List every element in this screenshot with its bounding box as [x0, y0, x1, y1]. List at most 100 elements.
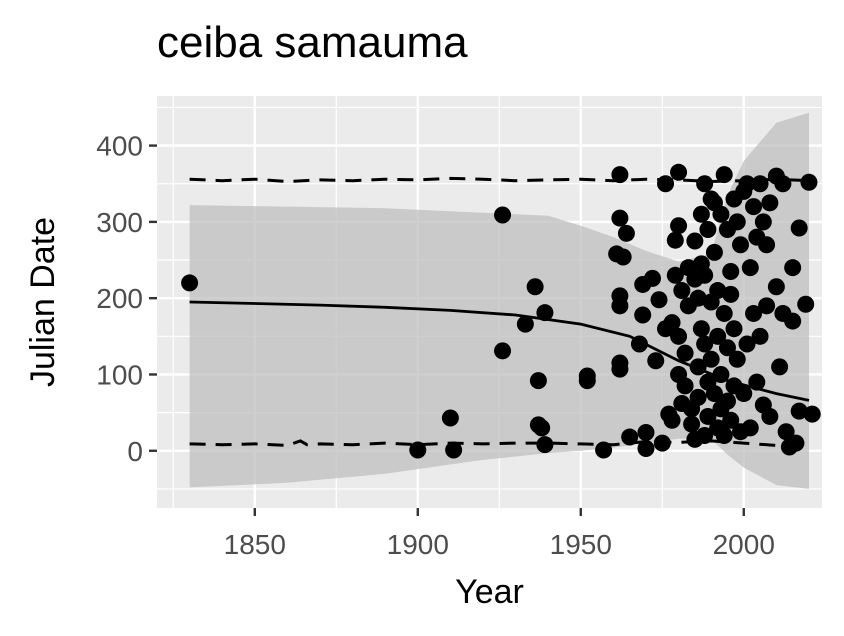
data-point — [696, 266, 714, 284]
data-point — [663, 411, 681, 429]
data-point — [741, 419, 759, 437]
y-axis: 0 100 200 300 400 — [96, 131, 157, 467]
data-point — [611, 166, 629, 184]
data-point — [715, 304, 733, 322]
y-tick-label: 400 — [96, 131, 143, 162]
data-point — [738, 335, 756, 353]
data-point — [728, 350, 746, 368]
data-point — [709, 327, 727, 345]
data-point — [441, 409, 459, 427]
data-point — [578, 372, 596, 390]
data-point — [516, 315, 534, 333]
data-point — [676, 377, 694, 395]
data-point — [676, 344, 694, 362]
data-point — [696, 335, 714, 353]
data-point — [800, 173, 818, 191]
data-point — [774, 175, 792, 193]
data-points — [181, 163, 821, 459]
data-point — [696, 427, 714, 445]
data-point — [670, 327, 688, 345]
x-tick-label: 1900 — [387, 529, 449, 560]
data-point — [797, 295, 815, 313]
data-point — [712, 365, 730, 383]
x-axis-title: Year — [455, 573, 524, 611]
data-point — [643, 269, 661, 287]
data-point — [784, 312, 802, 330]
data-point — [689, 289, 707, 307]
x-axis: 1850 1900 1950 2000 — [224, 508, 775, 560]
data-point — [409, 441, 427, 459]
data-point — [536, 304, 554, 322]
data-point — [767, 278, 785, 296]
data-point — [699, 407, 717, 425]
data-point — [790, 219, 808, 237]
data-point — [181, 274, 199, 292]
confidence-ribbon — [189, 112, 810, 489]
data-point — [526, 278, 544, 296]
data-point — [745, 198, 763, 216]
data-point — [611, 360, 629, 378]
data-point — [533, 419, 551, 437]
data-point — [787, 434, 805, 452]
data-point — [738, 175, 756, 193]
data-point — [784, 259, 802, 277]
data-point — [494, 206, 512, 224]
data-point — [728, 213, 746, 231]
data-point — [445, 441, 463, 459]
data-point — [536, 436, 554, 454]
x-tick-label: 1850 — [224, 529, 286, 560]
y-tick-label: 100 — [96, 359, 143, 390]
data-point — [751, 327, 769, 345]
data-point — [761, 194, 779, 212]
data-point — [712, 205, 730, 223]
data-point — [722, 285, 740, 303]
data-point — [637, 423, 655, 441]
data-point — [683, 415, 701, 433]
data-point — [758, 236, 776, 254]
data-point — [758, 297, 776, 315]
data-point — [699, 221, 717, 239]
data-point — [621, 428, 639, 446]
data-point — [611, 297, 629, 315]
data-point — [692, 320, 710, 338]
x-tick-label: 2000 — [713, 529, 775, 560]
data-point — [732, 236, 750, 254]
data-point — [630, 335, 648, 353]
data-point — [748, 373, 766, 391]
y-tick-label: 0 — [127, 436, 143, 467]
data-point — [634, 306, 652, 324]
data-point — [650, 291, 668, 309]
data-point — [754, 213, 772, 231]
data-point — [741, 259, 759, 277]
y-tick-label: 200 — [96, 283, 143, 314]
data-point — [666, 266, 684, 284]
data-point — [705, 385, 723, 403]
data-point — [647, 352, 665, 370]
data-point — [666, 231, 684, 249]
data-point — [657, 175, 675, 193]
data-point — [692, 205, 710, 223]
data-point — [689, 358, 707, 376]
data-point — [653, 434, 671, 452]
data-point — [611, 209, 629, 227]
data-point — [705, 243, 723, 261]
data-point — [735, 385, 753, 403]
data-point — [709, 282, 727, 300]
data-point — [529, 372, 547, 390]
data-point — [637, 439, 655, 457]
data-point — [790, 402, 808, 420]
y-tick-label: 300 — [96, 207, 143, 238]
data-point — [745, 304, 763, 322]
data-point — [702, 350, 720, 368]
data-point — [777, 423, 795, 441]
data-point — [715, 166, 733, 184]
data-point — [617, 224, 635, 242]
data-point — [722, 411, 740, 429]
data-point — [771, 358, 789, 376]
data-point — [673, 282, 691, 300]
data-point — [761, 407, 779, 425]
data-point — [718, 339, 736, 357]
data-point — [715, 427, 733, 445]
data-point — [614, 248, 632, 266]
